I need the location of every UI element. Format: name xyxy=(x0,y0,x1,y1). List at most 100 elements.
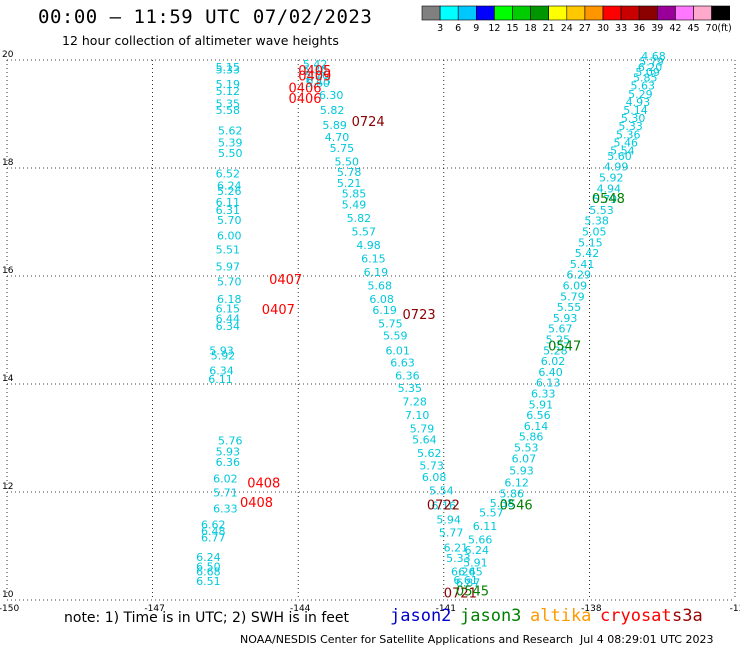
legend-swatch xyxy=(439,5,459,21)
wave-height-value: 6.51 xyxy=(196,575,221,588)
wave-height-value: 5.12 xyxy=(216,85,241,98)
pass-time-label: 0405 xyxy=(298,64,331,79)
wave-height-value: 6.31 xyxy=(216,204,241,217)
wave-height-value: 5.85 xyxy=(633,72,658,85)
wave-height-value: 5.57 xyxy=(351,226,376,239)
satellite-jason3: jason3 xyxy=(460,606,522,626)
footer-generated: Jul 4 08:29:01 UTC 2023 xyxy=(580,633,714,646)
wave-height-value: 5.53 xyxy=(514,442,539,455)
legend-swatch xyxy=(421,5,441,21)
legend-value: 6 xyxy=(455,23,461,34)
wave-height-value: 5.75 xyxy=(378,317,403,330)
wave-height-value: 5.26 xyxy=(217,185,242,198)
wave-height-value: 6.30 xyxy=(319,89,344,102)
footer-credit: NOAA/NESDIS Center for Satellite Applica… xyxy=(240,633,574,646)
legend-swatch xyxy=(620,5,640,21)
wave-height-value: 5.36 xyxy=(616,128,641,141)
pass-time-label: 0408 xyxy=(240,496,273,511)
wave-height-value: 5.21 xyxy=(337,177,362,190)
wave-height-value: 5.50 xyxy=(334,155,359,168)
pass-time-label: 0407 xyxy=(262,303,295,318)
wave-height-value: 5.15 xyxy=(216,61,241,74)
satellite-altika: altika xyxy=(530,606,592,626)
wave-height-value: 6.68 xyxy=(196,566,221,579)
y-tick-label: 16 xyxy=(2,266,14,276)
wave-height-value: 6.16 xyxy=(432,499,457,512)
wave-height-value: 5.76 xyxy=(218,434,243,447)
wave-height-value: 6.13 xyxy=(536,377,561,390)
wave-height-value: 6.26 xyxy=(451,566,476,579)
chart-title: 00:00 – 11:59 UTC 07/02/2023 xyxy=(38,6,373,28)
wave-height-value: 6.34 xyxy=(209,364,234,377)
wave-height-value: 5.59 xyxy=(383,330,408,343)
wave-height-value: 4.99 xyxy=(604,161,629,174)
wave-height-value: 6.52 xyxy=(216,168,241,181)
wave-height-value: 4.94 xyxy=(597,182,622,195)
wave-height-value: 5.42 xyxy=(303,58,328,71)
wave-height-value: 5.33 xyxy=(446,552,471,565)
satellite-cryosat: cryosat xyxy=(600,606,672,626)
legend-value: 39 xyxy=(651,23,663,34)
wave-height-value: 5.82 xyxy=(320,104,345,117)
wave-height-value: 6.62 xyxy=(201,519,226,532)
wave-height-value: 6.36 xyxy=(216,456,241,469)
wave-height-value: 5.94 xyxy=(436,513,461,526)
wave-height-value: 6.40 xyxy=(538,366,563,379)
wave-height-value: 5.49 xyxy=(342,199,367,212)
wave-height-value: 5.25 xyxy=(546,334,571,347)
wave-height-value: 5.33 xyxy=(216,64,241,77)
wave-height-value: 5.28 xyxy=(543,344,568,357)
wave-height-value: 5.53 xyxy=(589,204,614,217)
legend-value: 3 xyxy=(437,23,443,34)
pass-time-label: 0545 xyxy=(456,585,489,600)
wave-height-value: 6.00 xyxy=(217,229,242,242)
wave-height-value: 4.70 xyxy=(325,131,350,144)
wave-height-value: 5.93 xyxy=(553,312,578,325)
wave-height-value: 6.87 xyxy=(456,577,481,590)
wave-height-value: 5.14 xyxy=(623,104,648,117)
wave-height-value: 6.08 xyxy=(369,293,394,306)
legend-swatch xyxy=(638,5,658,21)
wave-height-value: 6.63 xyxy=(390,357,415,370)
wave-height-value: 5.05 xyxy=(582,226,607,239)
wave-height-value: 6.11 xyxy=(208,373,233,386)
wave-height-value: 5.70 xyxy=(217,276,242,289)
wave-height-value: 5.79 xyxy=(593,193,618,206)
wave-height-value: 5.41 xyxy=(570,258,595,271)
wave-height-value: 7.10 xyxy=(405,409,430,422)
pass-time-label: 0409 xyxy=(298,70,331,85)
wave-height-value: 5.93 xyxy=(209,344,234,357)
x-tick-label: -150 xyxy=(0,604,19,614)
wave-height-value: 5.54 xyxy=(610,145,635,158)
wave-height-value: 6.29 xyxy=(566,269,591,282)
chart-subtitle: 12 hour collection of altimeter wave hei… xyxy=(62,33,339,48)
wave-height-value: 6.24 xyxy=(217,180,242,193)
wave-height-value: 6.02 xyxy=(541,355,566,368)
legend-value: 30 xyxy=(597,23,609,34)
legend-value: 70 xyxy=(706,23,718,34)
pass-time-label: 0724 xyxy=(352,115,385,130)
satellite-s3a: s3a xyxy=(672,606,703,626)
wave-height-value: 5.35 xyxy=(216,98,241,111)
wave-height-value: 5.60 xyxy=(607,150,632,163)
wave-height-value: 5.93 xyxy=(216,445,241,458)
wave-height-value: 5.09 xyxy=(635,66,660,79)
wave-height-value: 5.35 xyxy=(398,382,423,395)
wave-height-value: 5.29 xyxy=(628,88,653,101)
wave-height-value: 5.67 xyxy=(548,323,573,336)
wave-height-value: 6.36 xyxy=(395,370,420,383)
pass-time-label: 0406 xyxy=(288,92,321,107)
wave-height-value: 5.79 xyxy=(410,423,435,436)
legend-unit: (ft) xyxy=(717,23,731,34)
wave-height-value: 6.24 xyxy=(196,551,221,564)
wave-height-value: 6.20 xyxy=(638,61,663,74)
wave-height-value: 5.50 xyxy=(218,147,243,160)
legend-swatch xyxy=(457,5,477,21)
legend-swatch xyxy=(548,5,568,21)
x-tick-label: -141 xyxy=(436,604,456,614)
wave-height-value: 6.01 xyxy=(385,344,410,357)
wave-height-value: 5.93 xyxy=(509,465,534,478)
wave-height-value: 4.68 xyxy=(641,50,666,63)
